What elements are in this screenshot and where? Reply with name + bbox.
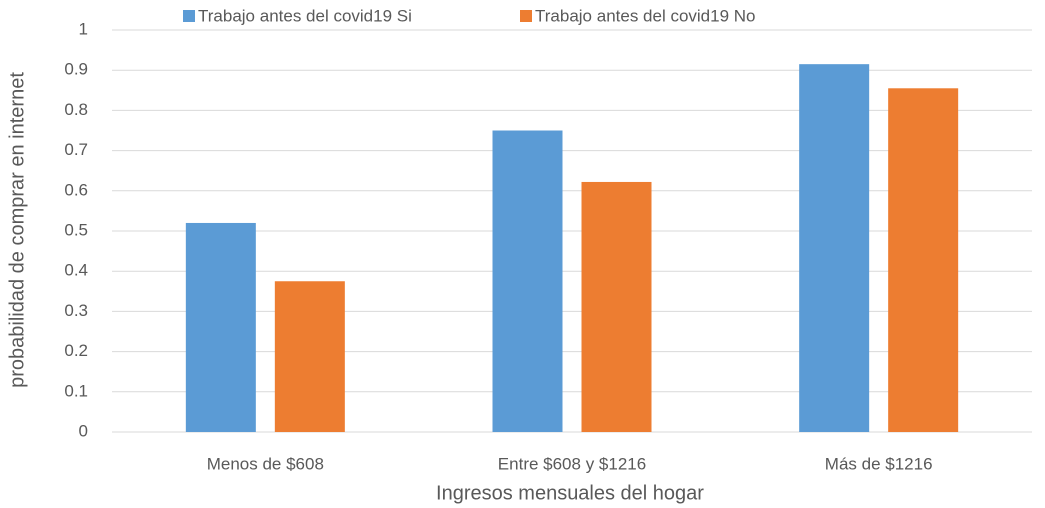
bar [799, 64, 870, 433]
y-tick-label: 0.2 [64, 341, 88, 360]
y-axis-label: probabilidad de comprar en internet [6, 72, 28, 388]
y-tick-label: 0.8 [64, 100, 88, 119]
bar [492, 130, 563, 432]
bar [888, 88, 959, 432]
y-tick-label: 1 [79, 19, 88, 38]
bar [274, 281, 345, 432]
y-tick-label: 0.4 [64, 261, 88, 280]
y-tick-label: 0.9 [64, 60, 88, 79]
y-tick-label: 0.7 [64, 140, 88, 159]
y-tick-label: 0.6 [64, 180, 88, 199]
y-tick-label: 0.5 [64, 220, 88, 239]
x-tick-label: Entre $608 y $1216 [498, 454, 646, 473]
y-tick-label: 0.3 [64, 301, 88, 320]
x-tick-label: Más de $1216 [825, 454, 933, 473]
y-tick-label: 0.1 [64, 381, 88, 400]
y-tick-label: 0 [79, 421, 88, 440]
legend-label: Trabajo antes del covid19 No [535, 6, 756, 25]
legend-swatch [520, 10, 532, 22]
bar [581, 181, 652, 432]
legend-label: Trabajo antes del covid19 Si [198, 6, 412, 25]
bar [185, 222, 256, 432]
legend-swatch [183, 10, 195, 22]
x-tick-label: Menos de $608 [207, 454, 324, 473]
x-axis-label: Ingresos mensuales del hogar [436, 482, 704, 504]
